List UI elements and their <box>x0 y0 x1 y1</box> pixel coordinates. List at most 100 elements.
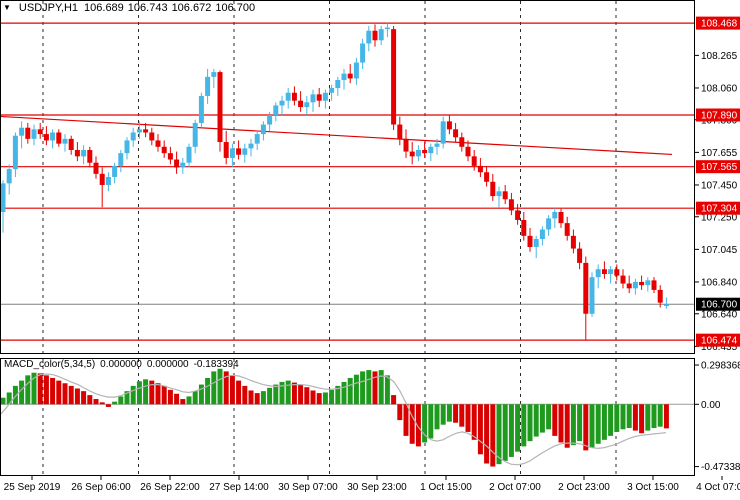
candle-bull <box>539 229 545 240</box>
candle-bear <box>25 127 31 139</box>
macd-histogram-bar <box>353 374 359 405</box>
macd-histogram-bar <box>124 391 130 405</box>
candle-bear <box>391 29 397 125</box>
price-axis-label: 108.060 <box>701 83 738 94</box>
macd-histogram-bar <box>211 371 217 405</box>
macd-signal-line <box>0 373 667 466</box>
candle-bear <box>56 132 62 144</box>
macd-histogram-bar <box>384 375 390 405</box>
macd-histogram-bar <box>112 401 118 405</box>
candle-bear <box>453 129 459 138</box>
price-axis-label: 106.435 <box>701 342 738 353</box>
macd-histogram-bar <box>205 377 211 405</box>
candle-bear <box>43 134 49 141</box>
macd-indicator-header: MACD_color(5,34,5) 0.000000 0.000000 -0.… <box>4 359 239 370</box>
macd-histogram-bar <box>223 371 229 405</box>
candle-bull <box>415 149 421 157</box>
macd-histogram-bar <box>291 382 297 405</box>
trendline <box>0 115 673 156</box>
macd-histogram-bar <box>508 404 514 457</box>
candle-bear <box>167 153 173 160</box>
macd-histogram-bar <box>527 404 533 442</box>
candle-bear <box>93 162 99 174</box>
macd-histogram-bar <box>143 379 149 405</box>
candle-bull <box>211 72 217 77</box>
candle-bear <box>459 137 465 147</box>
macd-histogram-bar <box>56 380 62 405</box>
candle-bull <box>496 191 502 197</box>
candle-bear <box>99 173 105 185</box>
price-badge-label: 106.474 <box>701 336 738 347</box>
macd-histogram-bar <box>149 380 155 405</box>
candle-bear <box>87 149 93 163</box>
candle-bull <box>254 134 260 144</box>
price-badge-label: 107.304 <box>701 204 738 215</box>
candle-bear <box>372 30 378 41</box>
candle-bull <box>645 280 651 286</box>
macd-histogram-bar <box>521 404 527 447</box>
macd-histogram-bar <box>366 370 372 405</box>
macd-histogram-bar <box>583 404 589 451</box>
macd-histogram-bar <box>378 370 384 405</box>
macd-histogram-bar <box>304 387 310 405</box>
candle-bear <box>217 72 223 143</box>
candle-bear <box>620 275 626 284</box>
price-badge-label: 107.890 <box>701 111 738 122</box>
candle-bear <box>149 132 155 141</box>
price-axis-label: 108.265 <box>701 51 738 62</box>
macd-histogram-bar <box>186 396 192 405</box>
candle-bull <box>124 140 130 154</box>
time-axis-label: 25 Sep 2019 <box>4 482 61 493</box>
macd-histogram-bar <box>192 391 198 405</box>
level-price-badge <box>696 16 740 30</box>
macd-histogram-bar <box>81 391 87 405</box>
macd-histogram-bar <box>639 404 645 434</box>
candle-bear <box>564 223 570 236</box>
candle-bear <box>409 151 415 157</box>
macd-histogram-bar <box>341 381 347 405</box>
candle-bull <box>62 138 68 144</box>
candle-bull <box>186 146 192 163</box>
macd-histogram-bar <box>391 395 397 405</box>
candle-bull <box>589 277 595 314</box>
candle-bear <box>37 129 43 135</box>
candle-bear <box>508 199 514 211</box>
macd-histogram-bar <box>74 388 80 405</box>
macd-histogram-bar <box>25 375 31 405</box>
macd-histogram-bar <box>490 404 496 467</box>
candle-bear <box>143 129 149 133</box>
candle-bull <box>384 27 390 30</box>
candle-bear <box>161 146 167 154</box>
level-price-badge <box>696 333 740 347</box>
time-axis-label: 26 Sep 22:00 <box>140 482 200 493</box>
macd-pane-frame <box>0 358 695 476</box>
candle-bull <box>130 132 136 141</box>
candle-bull <box>105 177 111 185</box>
macd-histogram-bar <box>118 396 124 405</box>
candle-bull <box>242 148 248 155</box>
candle-bull <box>12 135 18 170</box>
candle-bear <box>174 159 180 168</box>
main-pane-frame <box>0 0 695 354</box>
ohlc-high: 106.743 <box>127 2 168 14</box>
macd-histogram-bar <box>285 380 291 405</box>
candle-bear <box>527 235 533 247</box>
macd-histogram-bar <box>273 384 279 405</box>
macd-histogram-bar <box>614 404 620 432</box>
candle-bear <box>316 94 322 101</box>
candle-bull <box>136 129 142 133</box>
current-price-badge <box>696 297 740 311</box>
candle-bear <box>639 281 645 286</box>
candle-bear <box>657 289 663 303</box>
candle-bear <box>291 92 297 101</box>
candle-bear <box>403 138 409 152</box>
candle-bull <box>440 121 446 144</box>
candle-bull <box>192 122 198 147</box>
macd-histogram-bar <box>329 389 335 405</box>
candle-bull <box>205 76 211 96</box>
macd-histogram-bar <box>360 371 366 405</box>
macd-histogram-bar <box>620 404 626 430</box>
time-axis-label: 1 Oct 15:00 <box>420 482 472 493</box>
macd-value-3: -0.183394 <box>193 359 239 370</box>
